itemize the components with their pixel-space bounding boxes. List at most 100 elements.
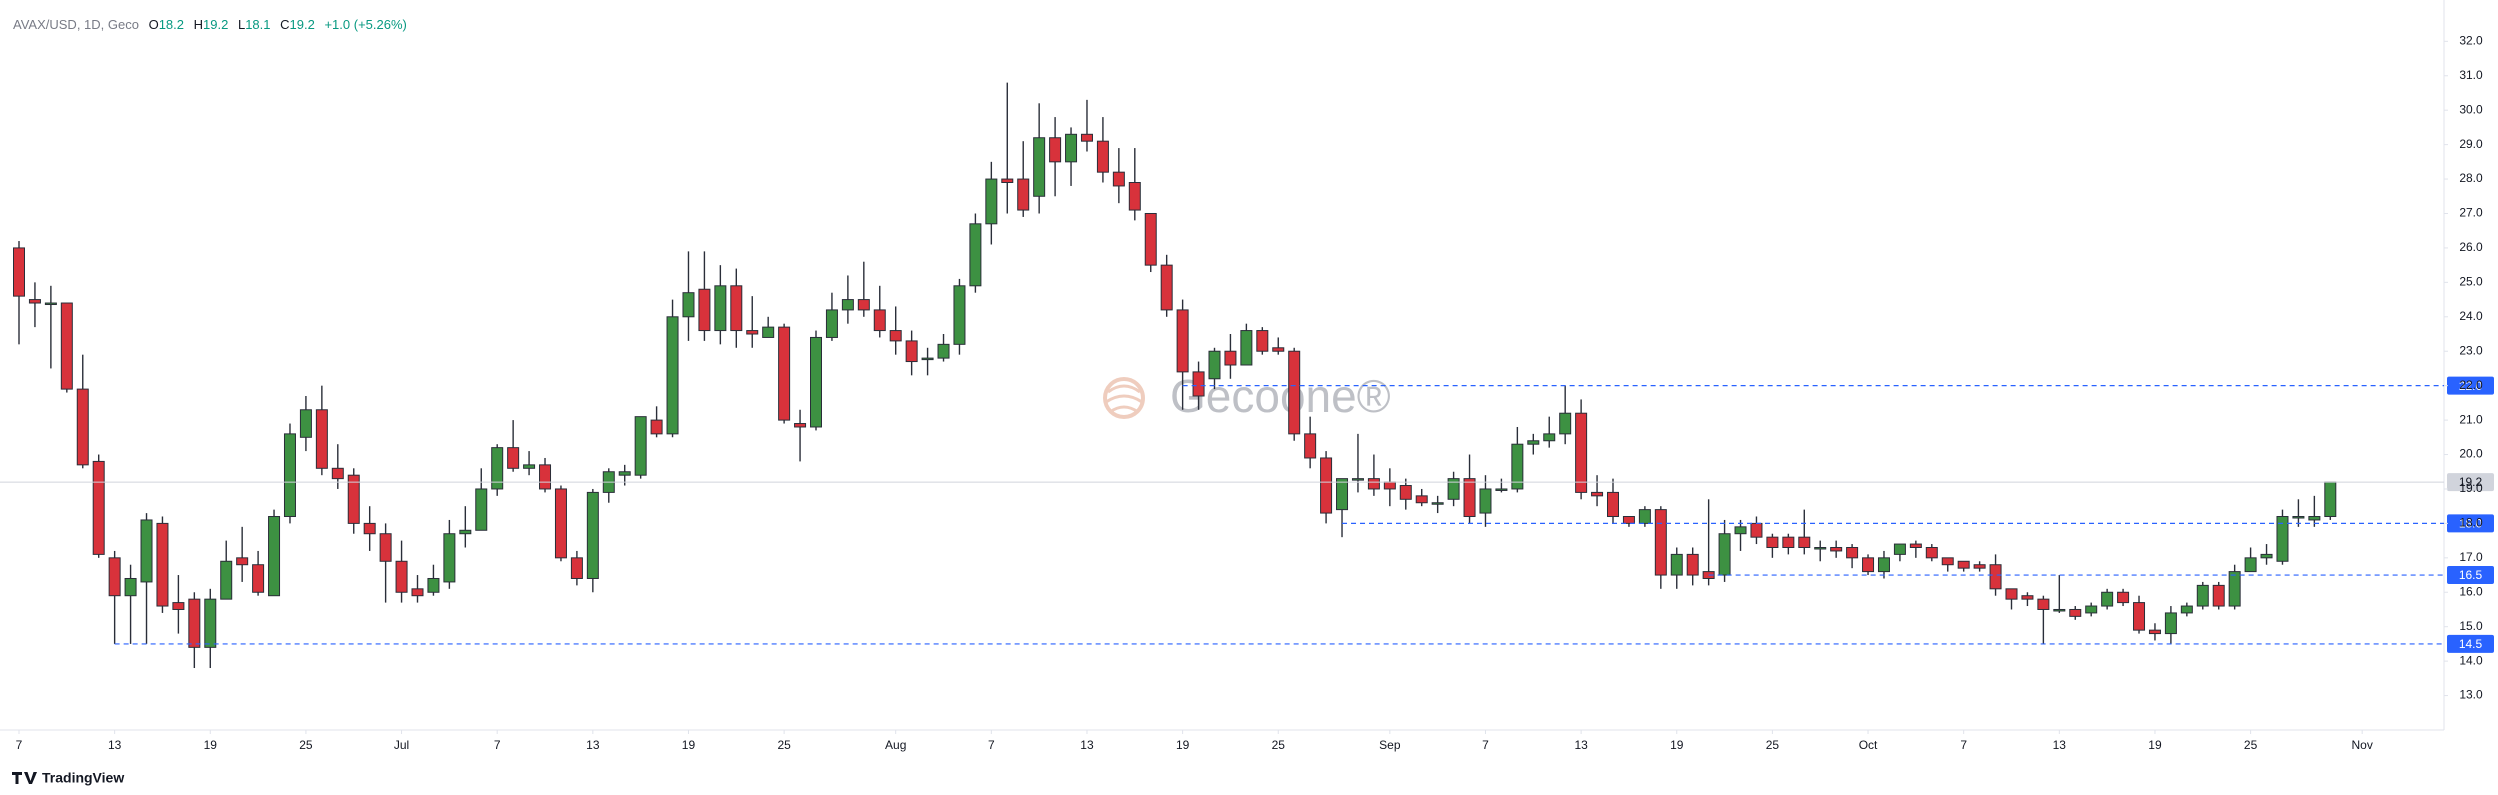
candle-body [539, 464, 552, 490]
level-price-box [2447, 514, 2494, 533]
x-tick-label: 25 [2244, 738, 2258, 752]
x-tick-label: 13 [586, 738, 600, 752]
candle-body [268, 516, 281, 597]
x-tick-label: 7 [1960, 738, 1967, 752]
candle-body [347, 474, 360, 524]
candle-body [1256, 330, 1269, 352]
overlay: 19.2 22.0 18.0 16.5 14.5 [0, 376, 2494, 653]
x-tick-label: Aug [885, 738, 906, 752]
candle-body [124, 577, 137, 597]
candle-body [1559, 412, 1572, 435]
x-tick-label: 13 [108, 738, 122, 752]
candle-body [1527, 440, 1540, 445]
candle-body [363, 522, 376, 535]
candle-body [2021, 595, 2034, 600]
candle-body [1128, 182, 1141, 211]
level-price-label: 22.0 [2459, 379, 2483, 393]
candle-body [2148, 629, 2161, 635]
ohlc-letter: C [280, 17, 289, 32]
candle-body [1846, 547, 1859, 559]
candle-body [969, 223, 982, 287]
candle-body [746, 330, 759, 335]
candle-body [1877, 557, 1890, 573]
candle-body [1814, 547, 1827, 550]
level-price-box [2447, 566, 2494, 585]
x-tick-label: Oct [1859, 738, 1878, 752]
candle-body [1240, 330, 1253, 366]
candle-body [1399, 485, 1412, 500]
candle-body [2053, 608, 2066, 612]
candle-body [1909, 543, 1922, 548]
candle-body [1957, 560, 1970, 569]
candle-body [411, 588, 424, 597]
x-tick-label: 25 [1766, 738, 1780, 752]
candle-body [1511, 443, 1524, 490]
legend-header: AVAX/USD, 1D, Geco O18.2 H19.2 L18.1 C19… [13, 17, 407, 32]
y-tick-label: 20.0 [2459, 447, 2483, 461]
candle-body [1383, 481, 1396, 490]
candle-body [459, 529, 472, 535]
candle-body [1543, 433, 1556, 442]
candle-body [1001, 178, 1014, 184]
ohlc-letter: L [238, 17, 245, 32]
candle-body [2085, 605, 2098, 614]
candle-body [857, 299, 870, 311]
candle-body [2117, 591, 2130, 604]
candle-body [1654, 509, 1667, 576]
candle-body [1176, 309, 1189, 373]
candle-body [1973, 564, 1986, 569]
watermark-text: Gecoone® [1170, 370, 1391, 422]
candle-body [379, 533, 392, 562]
candle-body [1288, 350, 1301, 435]
candle-body [1575, 412, 1588, 493]
watermark-logo [1103, 377, 1145, 419]
candle-body [315, 409, 328, 469]
candle-body [156, 522, 169, 607]
candle-body [554, 488, 567, 559]
candle-body [76, 388, 89, 466]
candle-body [1622, 516, 1635, 524]
candle-body [220, 560, 233, 600]
candle-body [2164, 612, 2177, 635]
candle-body [299, 409, 312, 438]
candle-body [2037, 598, 2050, 610]
candle-body [1144, 212, 1157, 266]
candle-body [1033, 137, 1046, 197]
candle-body [140, 519, 153, 583]
candle-body [1224, 350, 1237, 366]
ohlc-value: 18.2 [159, 17, 184, 32]
candle-body [204, 598, 217, 648]
candle-body [1415, 495, 1428, 504]
ohlc-letter: O [149, 17, 159, 32]
candle-body [905, 340, 918, 363]
y-tick-label: 25.0 [2459, 275, 2483, 289]
candle-body [1718, 533, 1731, 576]
level-price-box [2447, 634, 2494, 653]
candle-body [953, 285, 966, 345]
candle-body [762, 326, 775, 338]
candle-body [2069, 608, 2082, 617]
candle-body [937, 343, 950, 359]
candle-body [2228, 571, 2241, 607]
candle-body [634, 416, 647, 476]
y-tick-label: 16.0 [2459, 584, 2483, 598]
candle-body [1049, 137, 1062, 163]
candle-body [1638, 509, 1651, 524]
candle-body [2292, 516, 2305, 519]
level-price-label: 14.5 [2459, 637, 2483, 651]
candle-body [108, 557, 121, 597]
x-tick-label: 19 [1176, 738, 1190, 752]
y-tick-label: 22.0 [2459, 378, 2483, 392]
candles [13, 82, 2337, 669]
candle-body [921, 357, 934, 361]
candle-body [2244, 557, 2257, 573]
candle-body [236, 557, 249, 566]
candle-body [1941, 557, 1954, 566]
candle-body [283, 433, 296, 518]
candle-body [2005, 588, 2018, 600]
x-tick-label: 7 [988, 738, 995, 752]
candle-body [586, 491, 599, 579]
candle-body [1080, 133, 1093, 142]
y-tick-label: 24.0 [2459, 309, 2483, 323]
y-tick-label: 13.0 [2459, 688, 2483, 702]
